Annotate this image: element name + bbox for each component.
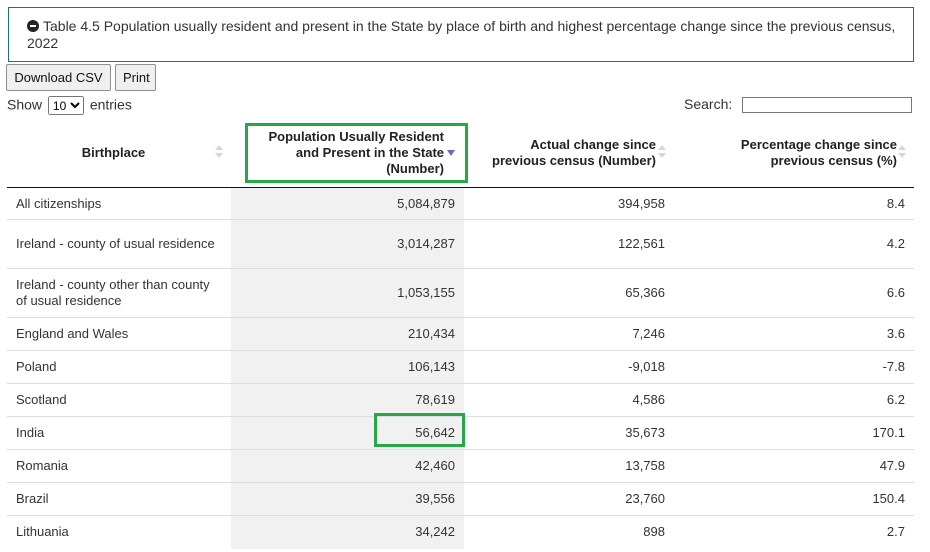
- download-csv-button[interactable]: Download CSV: [6, 64, 111, 91]
- cell-percentage-change: 170.1: [674, 416, 914, 450]
- entries-length-control: Show 10 entries: [7, 96, 132, 115]
- header-actual-change[interactable]: Actual change since previous census (Num…: [464, 118, 674, 188]
- cell-population: 210,434: [231, 317, 464, 351]
- cell-percentage-change: 6.6: [674, 268, 914, 318]
- cell-actual-change: -9,018: [464, 350, 674, 384]
- cell-birthplace: Scotland: [7, 383, 231, 417]
- table-row: Brazil 39,556 23,760 150.4: [7, 482, 914, 516]
- header-row: Birthplace Population Usually Resident a…: [7, 118, 914, 188]
- cell-birthplace: Ireland - county of usual residence: [7, 219, 231, 269]
- cell-birthplace: Romania: [7, 449, 231, 483]
- cell-percentage-change: 150.4: [674, 482, 914, 516]
- cell-population: 106,143: [231, 350, 464, 384]
- entries-select[interactable]: 10: [47, 96, 84, 115]
- cell-population: 34,242: [231, 515, 464, 549]
- cell-population: 78,619: [231, 383, 464, 417]
- sort-both-icon: [898, 145, 906, 159]
- entries-label: entries: [89, 96, 132, 113]
- table-row: Scotland 78,619 4,586 6.2: [7, 383, 914, 417]
- table-title-panel: Table 4.5 Population usually resident an…: [8, 7, 914, 62]
- print-button[interactable]: Print: [115, 64, 156, 91]
- cell-percentage-change: 6.2: [674, 383, 914, 417]
- cell-percentage-change: 4.2: [674, 219, 914, 269]
- cell-actual-change: 65,366: [464, 268, 674, 318]
- cell-actual-change: 394,958: [618, 195, 665, 211]
- cell-percentage-change: 2.7: [674, 515, 914, 549]
- table-row: All citizenships 5,084,879 394,958 8.4: [7, 187, 914, 220]
- sort-desc-icon: [447, 150, 455, 156]
- cell-population: 5,084,879: [231, 187, 464, 220]
- cell-birthplace: Brazil: [7, 482, 231, 516]
- table-title: Table 4.5 Population usually resident an…: [27, 18, 896, 51]
- header-birthplace[interactable]: Birthplace: [7, 118, 231, 188]
- cell-actual-change: 23,760: [464, 482, 674, 516]
- search-control: Search:: [684, 96, 912, 113]
- cell-birthplace: All citizenships: [16, 195, 102, 211]
- cell-actual-change: 7,246: [464, 317, 674, 351]
- table-row: Romania 42,460 13,758 47.9: [7, 449, 914, 483]
- cell-birthplace: England and Wales: [7, 317, 231, 351]
- cell-percentage-change: 3.6: [674, 317, 914, 351]
- cell-birthplace: India: [7, 416, 231, 450]
- table-row: India 56,642 35,673 170.1: [7, 416, 914, 450]
- cell-actual-change: 898: [464, 515, 674, 549]
- header-label: Birthplace: [81, 144, 146, 160]
- cell-actual-change: 35,673: [464, 416, 674, 450]
- table-row: Poland 106,143 -9,018 -7.8: [7, 350, 914, 384]
- cell-percentage-change: 47.9: [674, 449, 914, 483]
- cell-population: 1,053,155: [231, 268, 464, 318]
- cell-population: 56,642: [231, 416, 464, 450]
- table-row: Lithuania 34,242 898 2.7: [7, 515, 914, 549]
- header-label: Percentage change since previous census …: [740, 136, 897, 168]
- cell-birthplace: Ireland - county other than county of us…: [7, 268, 231, 318]
- cell-actual-change: 122,561: [464, 219, 674, 269]
- data-table: Birthplace Population Usually Resident a…: [7, 118, 914, 549]
- search-label: Search:: [684, 96, 733, 112]
- header-label: Population Usually Resident and Present …: [268, 128, 444, 176]
- header-population[interactable]: Population Usually Resident and Present …: [231, 118, 464, 188]
- cell-percentage-change: 8.4: [886, 195, 905, 211]
- table-row: Ireland - county of usual residence 3,01…: [7, 219, 914, 269]
- sort-both-icon: [215, 145, 223, 159]
- show-label: Show: [7, 96, 43, 113]
- cell-percentage-change: -7.8: [674, 350, 914, 384]
- cell-population: 3,014,287: [231, 219, 464, 269]
- collapse-icon[interactable]: [27, 20, 39, 32]
- cell-actual-change: 13,758: [464, 449, 674, 483]
- cell-birthplace: Poland: [7, 350, 231, 384]
- cell-actual-change: 4,586: [464, 383, 674, 417]
- table-row: Ireland - county other than county of us…: [7, 268, 914, 318]
- cell-population: 39,556: [231, 482, 464, 516]
- table-row: England and Wales 210,434 7,246 3.6: [7, 317, 914, 351]
- header-percentage-change[interactable]: Percentage change since previous census …: [674, 118, 914, 188]
- cell-birthplace: Lithuania: [7, 515, 231, 549]
- sort-both-icon: [658, 145, 666, 159]
- cell-population: 42,460: [231, 449, 464, 483]
- header-label: Actual change since previous census (Num…: [492, 136, 656, 168]
- search-input[interactable]: [742, 97, 912, 113]
